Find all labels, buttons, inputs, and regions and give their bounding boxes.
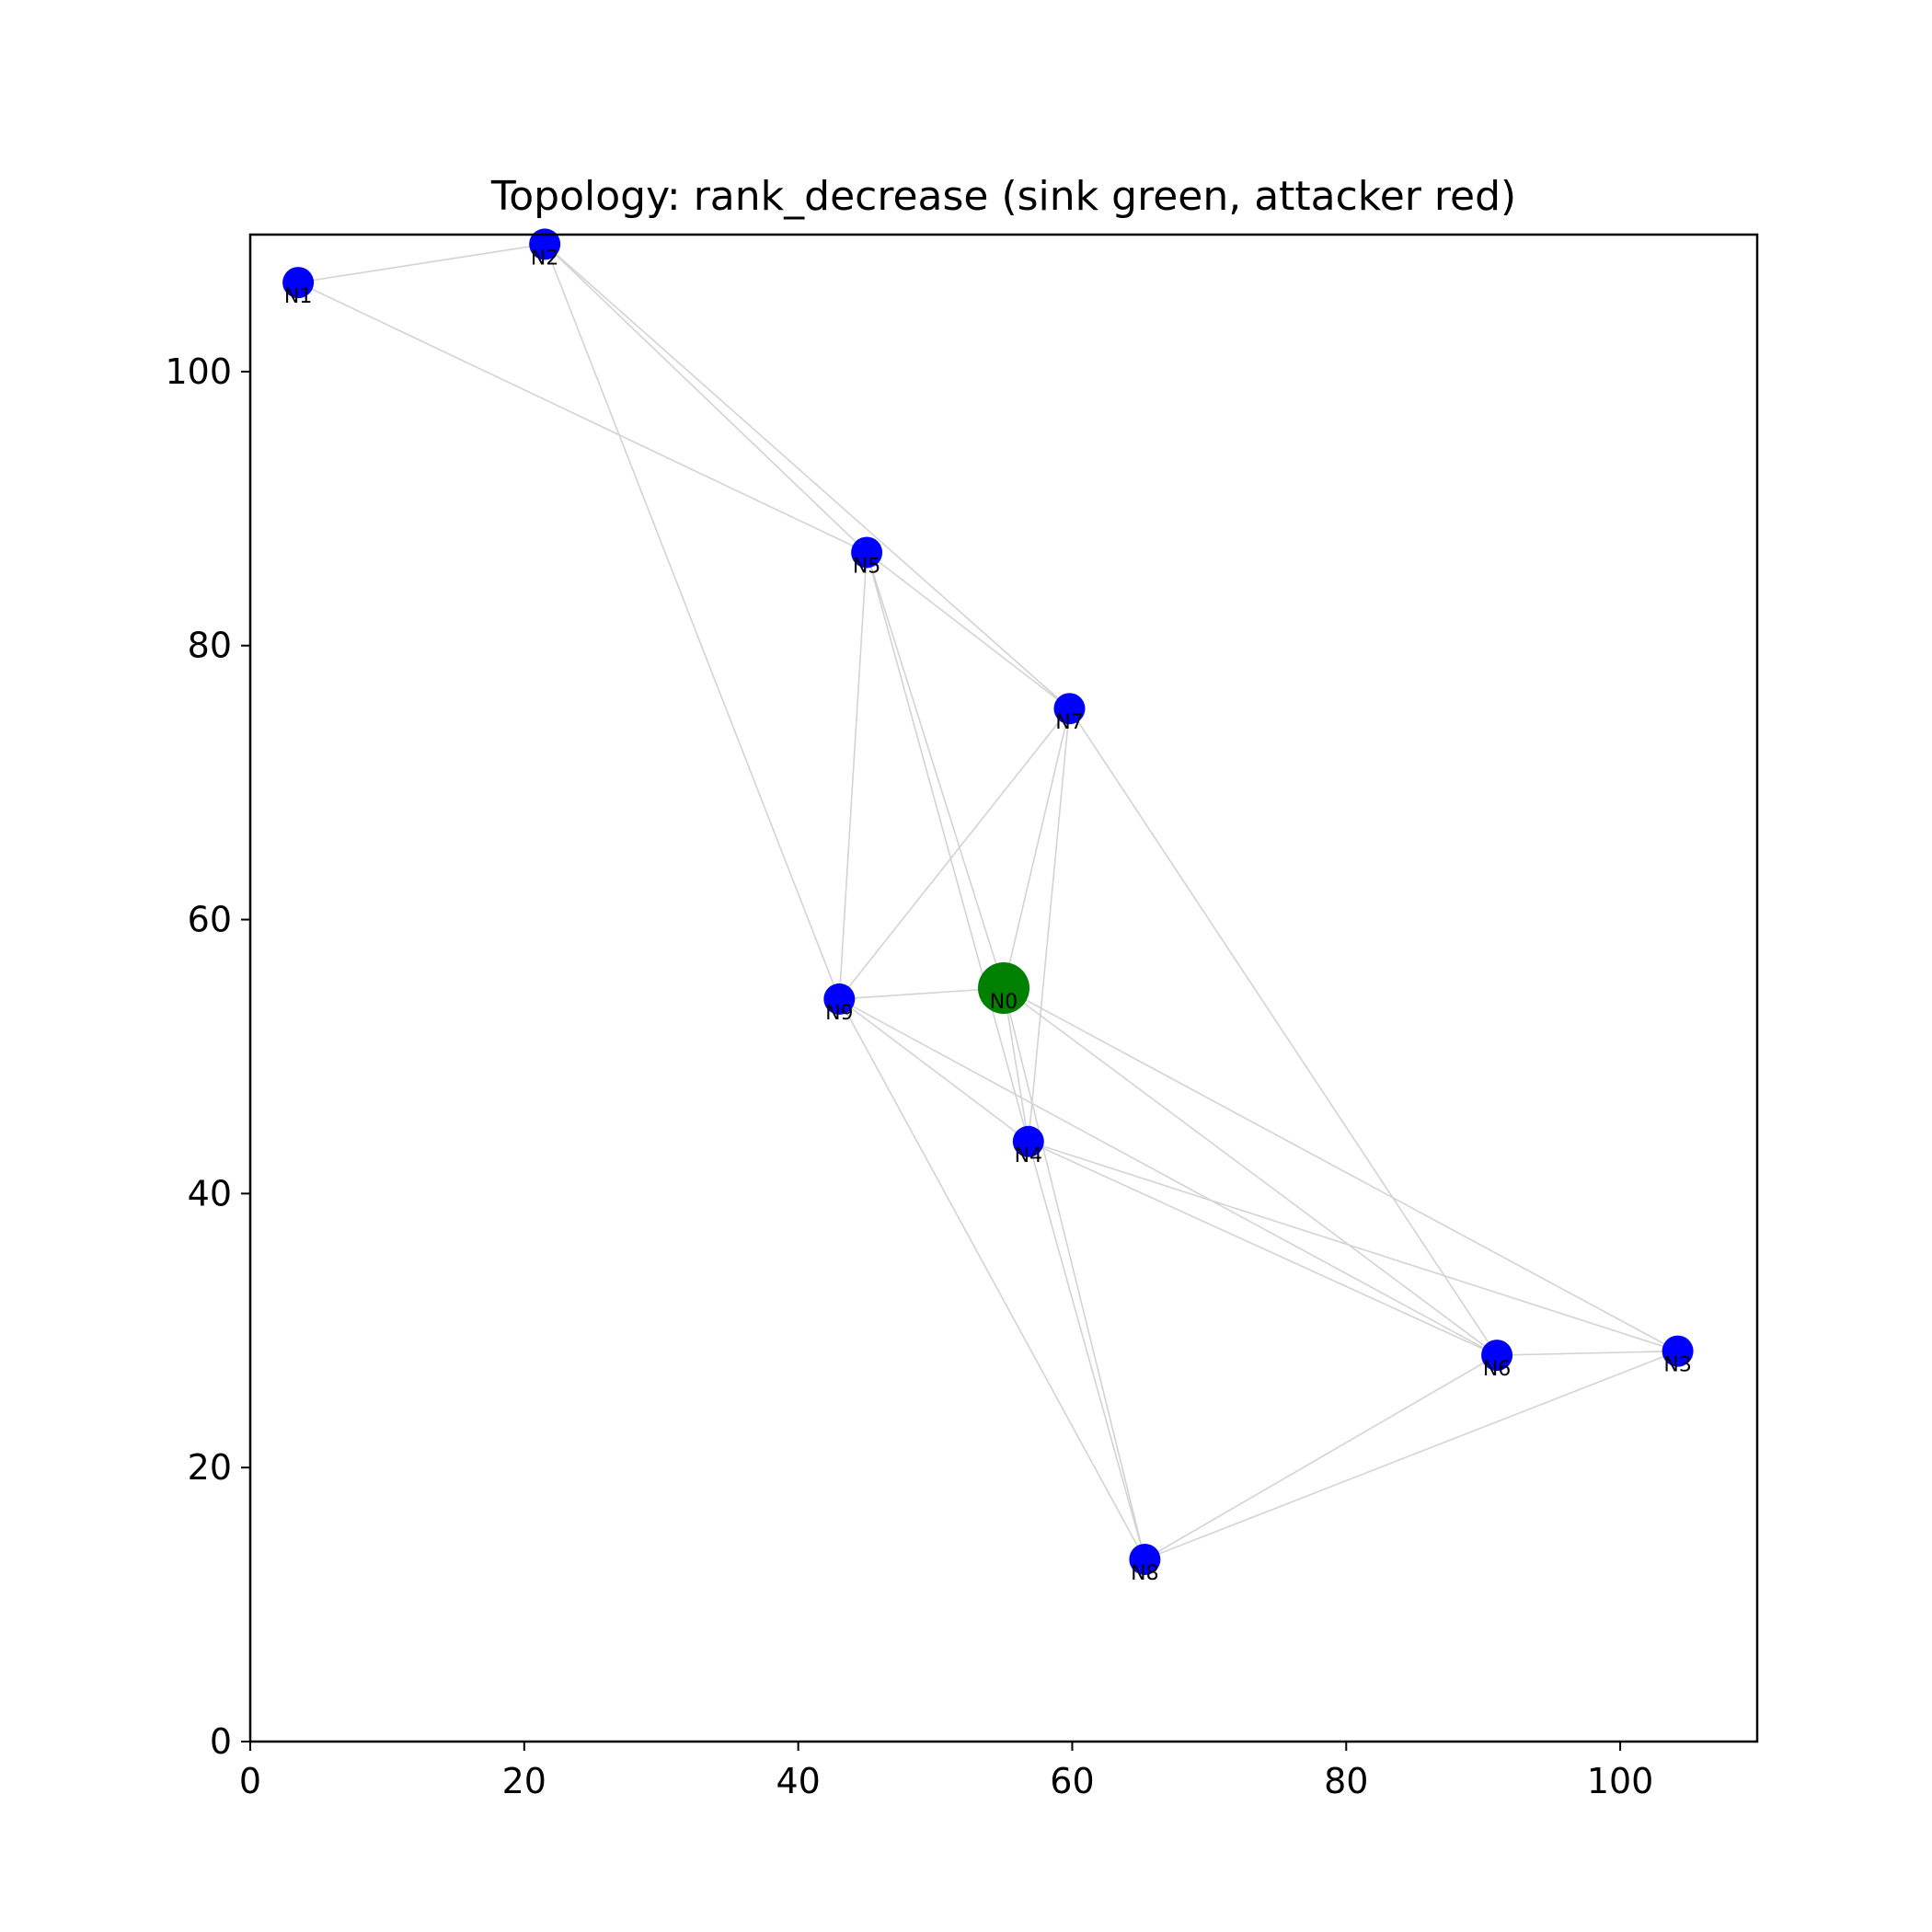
node-n6 xyxy=(1481,1340,1513,1372)
node-label-n6: N6 xyxy=(1483,1358,1511,1381)
node-n4 xyxy=(1012,1125,1044,1157)
y-tick-label: 20 xyxy=(188,1447,232,1488)
edge-n1-n2 xyxy=(297,243,546,283)
node-n7 xyxy=(1053,693,1086,725)
edge-n3-n8 xyxy=(1144,1350,1678,1560)
y-axis: 0 20 40 60 80 100 xyxy=(165,351,250,1762)
node-label-n0: N0 xyxy=(990,991,1018,1014)
edge-n7-n4 xyxy=(1028,708,1071,1142)
node-label-n7: N7 xyxy=(1055,711,1083,734)
node-labels-layer: N0 N1 N2 N3 N4 N5 N6 N7 N8 N9 xyxy=(284,247,1692,1585)
edge-n2-n7 xyxy=(544,243,1071,709)
nodes-layer xyxy=(282,228,1694,1575)
edge-n5-n9 xyxy=(838,552,868,999)
edge-n7-n9 xyxy=(838,707,1071,1000)
edge-n1-n5 xyxy=(297,282,868,554)
edge-n0-n4 xyxy=(1003,987,1029,1142)
node-n8 xyxy=(1129,1543,1161,1575)
x-tick-label: 80 xyxy=(1324,1761,1368,1801)
edge-n0-n6 xyxy=(1003,987,1498,1356)
node-n1 xyxy=(282,267,315,299)
edge-n9-n0 xyxy=(839,987,1005,1000)
y-tick-label: 60 xyxy=(188,900,232,940)
edge-n0-n8 xyxy=(1003,987,1146,1560)
y-tick-label: 0 xyxy=(210,1721,232,1762)
edge-n7-n0 xyxy=(1003,708,1071,989)
x-tick-label: 0 xyxy=(239,1761,261,1801)
node-label-n5: N5 xyxy=(853,555,880,578)
x-tick-label: 20 xyxy=(502,1761,546,1801)
edge-n2-n5 xyxy=(544,243,868,554)
edge-n9-n6 xyxy=(838,998,1498,1356)
edge-n6-n3 xyxy=(1497,1350,1678,1356)
edge-n4-n6 xyxy=(1028,1141,1498,1356)
node-n5 xyxy=(851,536,883,569)
node-label-n4: N4 xyxy=(1015,1144,1042,1167)
edge-n4-n8 xyxy=(1028,1141,1146,1560)
edge-n2-n9 xyxy=(544,244,841,1000)
x-axis: 0 20 40 60 80 100 xyxy=(239,1742,1653,1801)
edge-n0-n3 xyxy=(1003,987,1679,1352)
node-label-n2: N2 xyxy=(531,247,558,270)
edge-n5-n7 xyxy=(866,551,1070,709)
node-label-n8: N8 xyxy=(1131,1562,1158,1585)
x-tick-label: 40 xyxy=(776,1761,820,1801)
sink-node-n0 xyxy=(978,962,1029,1014)
node-n2 xyxy=(529,228,561,260)
y-tick-label: 40 xyxy=(188,1173,232,1213)
edge-n9-n8 xyxy=(838,998,1146,1560)
plot-area-frame xyxy=(248,233,1759,1743)
chart-title: Topology: rank_decrease (sink green, att… xyxy=(490,173,1516,220)
node-label-n3: N3 xyxy=(1663,1354,1691,1377)
y-tick-label: 80 xyxy=(188,626,232,666)
edge-n5-n0 xyxy=(866,552,1005,989)
node-label-n9: N9 xyxy=(825,1002,853,1025)
x-tick-label: 60 xyxy=(1050,1761,1094,1801)
node-label-n1: N1 xyxy=(284,285,312,308)
node-n3 xyxy=(1662,1335,1694,1367)
edge-n4-n3 xyxy=(1028,1141,1678,1352)
edge-n7-n6 xyxy=(1068,707,1498,1356)
edge-n6-n8 xyxy=(1144,1354,1498,1560)
y-tick-label: 100 xyxy=(165,351,232,392)
x-tick-label: 100 xyxy=(1587,1761,1654,1801)
node-n9 xyxy=(823,983,856,1015)
edge-n5-n4 xyxy=(866,552,1029,1142)
edge-n9-n4 xyxy=(838,998,1029,1143)
edges-layer xyxy=(297,243,1679,1560)
